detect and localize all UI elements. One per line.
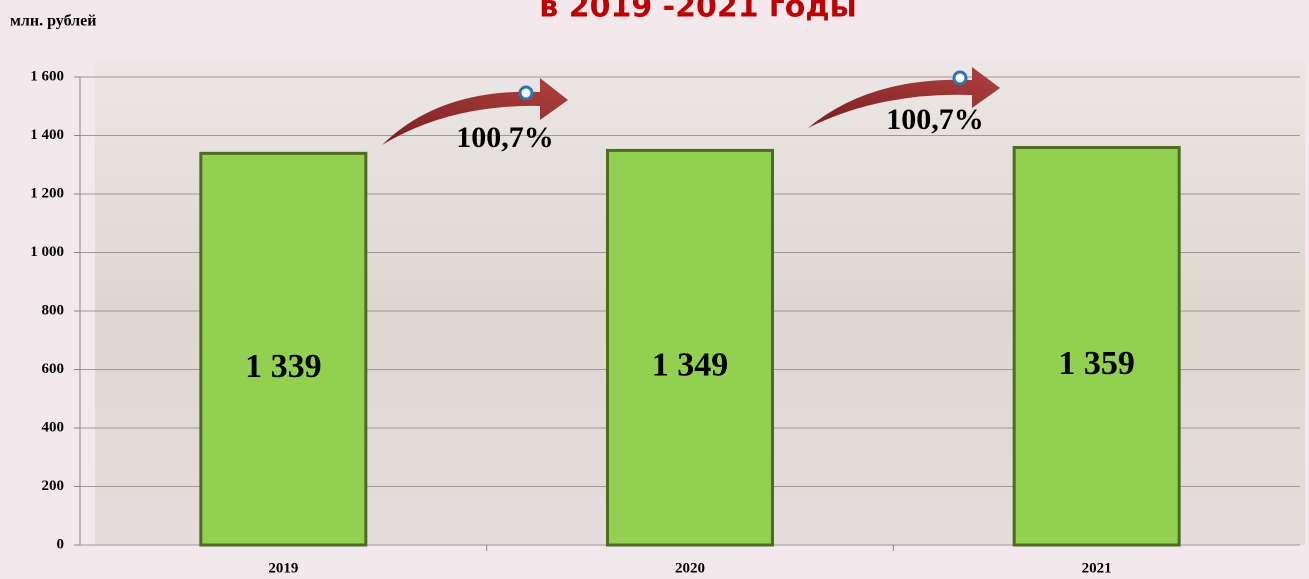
- arrows: [382, 67, 1000, 145]
- arrow-dot: [518, 85, 534, 101]
- y-axis-label: млн. рублей: [10, 13, 96, 30]
- arrow-dot: [952, 70, 968, 86]
- y-tick-label: 1 400: [30, 127, 64, 143]
- y-tick-label: 1 600: [30, 68, 64, 84]
- y-tick-label: 1 000: [30, 244, 64, 260]
- x-tick-label: 2021: [1082, 560, 1112, 576]
- bar: [1012, 145, 1181, 547]
- annotation: 100,7%: [456, 121, 554, 154]
- annotation: 100,7%: [886, 103, 984, 136]
- value-label: 1 339: [245, 348, 322, 385]
- bar: [606, 148, 774, 547]
- bar: [199, 151, 368, 547]
- value-label: 1 349: [652, 347, 729, 384]
- y-tick-label: 400: [42, 419, 65, 435]
- value-label: 1 359: [1058, 345, 1135, 382]
- y-tick-label: 1 200: [30, 185, 64, 201]
- y-tick-label: 800: [42, 302, 65, 318]
- y-tick-label: 0: [57, 536, 65, 552]
- x-tick-label: 2019: [268, 560, 298, 576]
- y-tick-label: 200: [42, 478, 65, 494]
- chart-title: в 2019 -2021 годы: [539, 0, 856, 25]
- x-tick-label: 2020: [675, 560, 705, 576]
- growth-arrow: [808, 67, 1000, 128]
- y-tick-label: 600: [42, 361, 65, 377]
